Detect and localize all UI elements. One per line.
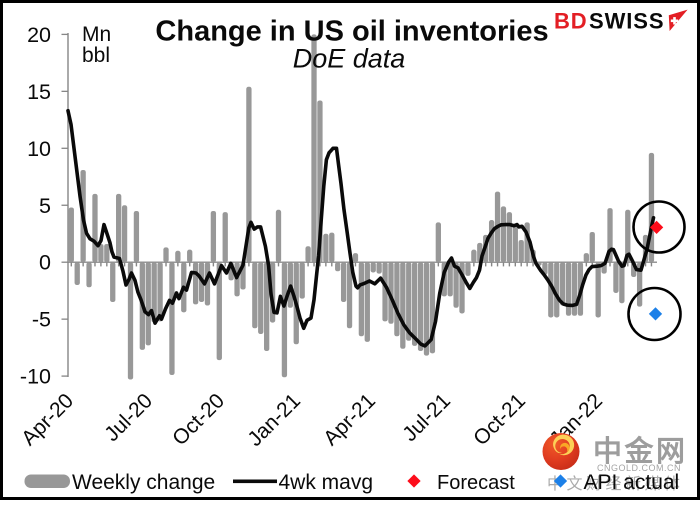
svg-text:bbl: bbl	[82, 44, 110, 67]
svg-text:DoE data: DoE data	[293, 44, 406, 74]
svg-text:中文财经新媒体: 中文财经新媒体	[547, 475, 684, 493]
svg-text:Mn: Mn	[82, 23, 111, 46]
svg-text:15: 15	[27, 80, 51, 104]
svg-text:CNGOLD.COM.CN: CNGOLD.COM.CN	[597, 463, 681, 473]
svg-text:Weekly change: Weekly change	[72, 471, 215, 494]
svg-text:-5: -5	[32, 308, 51, 332]
svg-text:10: 10	[27, 137, 51, 161]
svg-text:20: 20	[27, 23, 51, 47]
svg-text:SWISS: SWISS	[589, 9, 664, 34]
svg-text:-10: -10	[20, 365, 51, 389]
svg-text:0: 0	[39, 251, 51, 275]
svg-text:中金网: 中金网	[593, 434, 688, 468]
svg-text:5: 5	[39, 194, 51, 218]
svg-text:Forecast: Forecast	[437, 472, 515, 494]
svg-text:Change in US oil inventories: Change in US oil inventories	[155, 15, 548, 47]
svg-text:4wk mavg: 4wk mavg	[279, 471, 374, 494]
svg-text:API actual: API actual	[584, 471, 680, 494]
svg-text:BD: BD	[554, 9, 588, 34]
